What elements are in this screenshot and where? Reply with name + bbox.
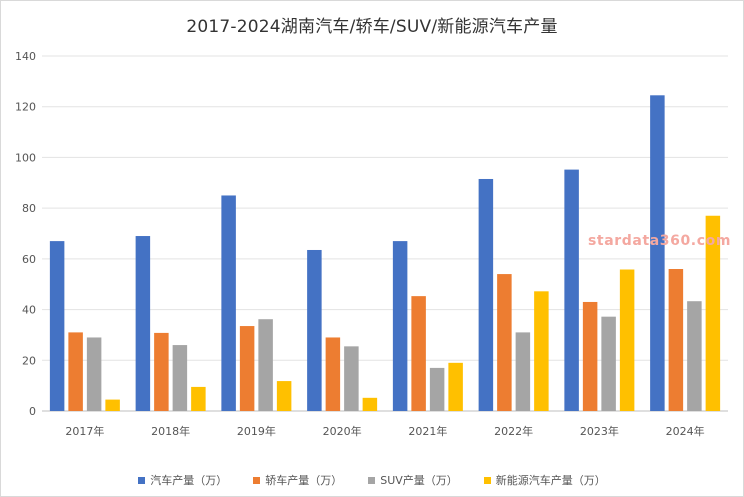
legend-label: 新能源汽车产量（万） xyxy=(495,474,606,487)
bar xyxy=(497,274,512,411)
bar xyxy=(392,241,408,411)
y-tick-label: 60 xyxy=(22,253,36,266)
bar xyxy=(448,362,463,411)
y-tick-label: 120 xyxy=(15,101,36,114)
watermark: stardata360.com xyxy=(588,233,732,249)
bar xyxy=(534,291,549,411)
bar xyxy=(362,397,378,411)
legend-swatch xyxy=(253,476,261,484)
bar xyxy=(276,381,292,411)
y-tick-label: 80 xyxy=(22,202,36,215)
bar xyxy=(239,326,255,411)
bar xyxy=(411,296,426,411)
bar xyxy=(619,269,635,411)
y-tick-label: 100 xyxy=(15,151,36,164)
legend-swatch xyxy=(368,476,376,484)
x-tick-label: 2022年 xyxy=(494,424,533,438)
legend-item[interactable]: 新能源汽车产量（万） xyxy=(483,472,606,488)
x-tick-label: 2023年 xyxy=(580,424,619,438)
bar xyxy=(49,241,65,411)
bar xyxy=(650,95,665,411)
legend-item[interactable]: 轿车产量（万） xyxy=(253,472,342,488)
legend-item[interactable]: 汽车产量（万） xyxy=(138,472,227,488)
y-tick-label: 140 xyxy=(15,50,36,63)
bar xyxy=(564,169,579,411)
legend-label: 轿车产量（万） xyxy=(265,474,343,487)
y-tick-label: 40 xyxy=(22,304,36,317)
grid-lines xyxy=(42,55,728,412)
x-tick-label: 2021年 xyxy=(408,424,447,438)
bar xyxy=(307,249,322,411)
x-axis-ticks: 2017年 2018年 2019年 2020年 2021年 2022年 2023年 2024年 xyxy=(65,424,704,438)
bar xyxy=(344,346,359,411)
bar xyxy=(705,215,721,411)
x-tick-label: 2018年 xyxy=(151,424,190,438)
bars xyxy=(49,95,721,411)
bar xyxy=(325,337,341,411)
legend: 汽车产量（万） 轿车产量（万） SUV产量（万） 新能源汽车产量（万） xyxy=(0,472,744,488)
legend-item[interactable]: SUV产量（万） xyxy=(368,472,458,488)
bar xyxy=(582,301,598,411)
bar xyxy=(135,236,151,411)
legend-label: SUV产量（万） xyxy=(380,474,458,487)
bar xyxy=(601,316,616,411)
bar xyxy=(668,269,684,411)
bar xyxy=(515,332,531,411)
bar xyxy=(105,399,120,411)
bar xyxy=(478,178,494,411)
bar xyxy=(221,195,236,411)
legend-swatch xyxy=(483,476,491,484)
bar xyxy=(687,301,702,411)
x-tick-label: 2019年 xyxy=(237,424,276,438)
bar xyxy=(191,386,206,411)
y-axis-ticks: 0 20 40 60 80 100 120 140 xyxy=(15,50,36,418)
bar xyxy=(172,345,188,411)
legend-swatch xyxy=(138,476,146,484)
x-tick-label: 2024年 xyxy=(666,424,705,438)
bar xyxy=(258,319,273,411)
x-tick-label: 2020年 xyxy=(323,424,362,438)
bar xyxy=(86,337,102,411)
chart-title: 2017-2024湖南汽车/轿车/SUV/新能源汽车产量 xyxy=(186,17,558,37)
y-tick-label: 0 xyxy=(29,405,36,418)
bar xyxy=(429,367,445,411)
bar xyxy=(154,332,169,411)
x-tick-label: 2017年 xyxy=(65,424,104,438)
legend-label: 汽车产量（万） xyxy=(150,474,228,487)
y-tick-label: 20 xyxy=(22,354,36,367)
bar xyxy=(68,332,83,411)
